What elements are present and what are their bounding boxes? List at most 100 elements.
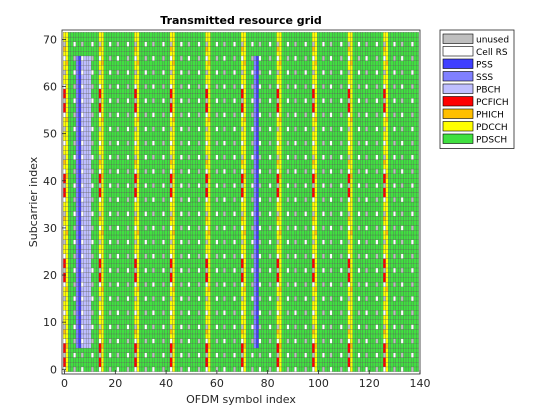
grid-cell-pdcch bbox=[169, 291, 173, 297]
grid-cell-pdsch bbox=[223, 60, 226, 66]
grid-cell-pdsch bbox=[215, 286, 219, 292]
grid-cell-pdcch bbox=[134, 314, 138, 320]
grid-cell-pdsch bbox=[106, 178, 110, 184]
grid-cell-pdsch bbox=[182, 258, 186, 264]
grid-cell-pdsch bbox=[106, 281, 110, 287]
grid-cell-pdcch bbox=[134, 248, 138, 254]
grid-cell-pdsch bbox=[121, 135, 125, 141]
grid-cell-pbch bbox=[83, 117, 87, 123]
grid-cell-phich bbox=[65, 286, 69, 292]
grid-cell-pdsch bbox=[228, 220, 231, 226]
grid-cell-pdcch bbox=[172, 333, 176, 339]
grid-cell-pdsch bbox=[197, 362, 201, 368]
grid-cell-pss bbox=[78, 277, 82, 283]
grid-cell-pdsch bbox=[182, 187, 186, 193]
grid-cell-pdsch bbox=[126, 319, 130, 325]
grid-cell-pdsch bbox=[230, 197, 234, 203]
grid-cell-pdsch bbox=[131, 314, 135, 320]
grid-cell-sss bbox=[75, 197, 79, 203]
grid-cell-pdcch bbox=[205, 131, 209, 137]
grid-cell-pdsch bbox=[131, 366, 135, 372]
grid-cell-pdsch bbox=[223, 107, 226, 113]
grid-cell-pdsch bbox=[106, 239, 110, 245]
grid-cell-pdsch bbox=[152, 234, 155, 240]
grid-cell-pbch bbox=[88, 296, 92, 302]
grid-cell-sss bbox=[75, 173, 79, 179]
grid-cell-pbch bbox=[80, 230, 84, 236]
grid-cell-pdsch bbox=[152, 329, 155, 335]
grid-cell-pdsch bbox=[75, 347, 79, 353]
grid-cell-pdcch bbox=[101, 121, 105, 127]
grid-cell-pdsch bbox=[192, 102, 196, 108]
grid-cell-pdsch bbox=[215, 272, 219, 278]
grid-cell-pdsch bbox=[149, 319, 153, 325]
grid-cell-unused bbox=[73, 310, 77, 316]
grid-cell-pbch bbox=[80, 206, 84, 212]
grid-cell-pdsch bbox=[70, 362, 74, 368]
grid-cell-unused bbox=[116, 69, 120, 75]
grid-cell-pdsch bbox=[154, 173, 158, 179]
grid-cell-pdcch bbox=[207, 211, 211, 217]
grid-cell-pdsch bbox=[131, 135, 135, 141]
grid-cell-pdsch bbox=[68, 253, 72, 259]
grid-cell-cell-rs bbox=[205, 140, 209, 146]
grid-cell-pdsch bbox=[220, 168, 224, 174]
grid-cell-cell-rs bbox=[223, 338, 226, 344]
grid-cell-pdsch bbox=[152, 117, 155, 123]
grid-cell-pdsch bbox=[215, 36, 219, 42]
grid-cell-pdsch bbox=[111, 258, 115, 264]
grid-cell-pdcch bbox=[207, 112, 211, 118]
grid-cell-pdsch bbox=[187, 135, 191, 141]
grid-cell-pdsch bbox=[220, 154, 224, 160]
grid-cell-pdsch bbox=[152, 192, 155, 198]
grid-cell-pdcch bbox=[172, 206, 176, 212]
grid-cell-pdcch bbox=[172, 362, 176, 368]
grid-cell-pdsch bbox=[159, 272, 163, 278]
grid-cell-pdsch bbox=[129, 79, 132, 85]
grid-cell-pdsch bbox=[179, 36, 183, 42]
grid-cell-pdsch bbox=[144, 362, 148, 368]
grid-cell-pdsch bbox=[80, 357, 84, 363]
grid-cell-pdsch bbox=[177, 60, 181, 66]
grid-cell-pdsch bbox=[149, 88, 153, 94]
grid-cell-pdsch bbox=[144, 329, 148, 335]
grid-cell-pdsch bbox=[190, 305, 193, 311]
grid-cell-pdcch bbox=[169, 286, 173, 292]
grid-cell-pbch bbox=[83, 69, 87, 75]
grid-cell-cell-rs bbox=[80, 84, 84, 90]
grid-cell-cell-rs bbox=[215, 239, 219, 245]
grid-cell-pdcch bbox=[134, 286, 138, 292]
grid-cell-cell-rs bbox=[63, 55, 66, 61]
grid-cell-pdsch bbox=[202, 296, 206, 302]
grid-cell-cell-rs bbox=[215, 296, 219, 302]
grid-cell-pdcch bbox=[172, 197, 176, 203]
grid-cell-pdsch bbox=[162, 145, 165, 151]
grid-cell-pdsch bbox=[202, 244, 206, 250]
grid-cell-pdcch bbox=[136, 131, 140, 137]
grid-cell-pdcch bbox=[136, 258, 140, 264]
grid-cell-pdsch bbox=[162, 319, 165, 325]
grid-cell-pdsch bbox=[119, 88, 122, 94]
grid-cell-pdsch bbox=[131, 159, 135, 165]
grid-cell-pdcch bbox=[98, 220, 102, 226]
grid-cell-pdsch bbox=[238, 314, 242, 320]
grid-cell-pdcch bbox=[172, 267, 176, 273]
grid-cell-pdsch bbox=[116, 263, 120, 269]
grid-cell-pdsch bbox=[124, 150, 127, 155]
grid-cell-pbch bbox=[88, 263, 92, 269]
grid-cell-pdsch bbox=[146, 201, 150, 207]
grid-cell-pdsch bbox=[157, 93, 160, 99]
grid-cell-sss bbox=[75, 98, 79, 104]
grid-cell-pdsch bbox=[111, 145, 115, 151]
grid-cell-pdsch bbox=[185, 201, 188, 207]
grid-cell-pdcch bbox=[136, 150, 140, 155]
grid-cell-pdsch bbox=[195, 263, 198, 269]
grid-cell-pdsch bbox=[233, 93, 237, 99]
grid-cell-pdsch bbox=[177, 352, 181, 358]
grid-cell-pdsch bbox=[70, 117, 74, 123]
grid-cell-unused bbox=[169, 296, 173, 302]
grid-cell-pdsch bbox=[103, 98, 107, 104]
grid-cell-pdcch bbox=[136, 333, 140, 339]
grid-cell-pdsch bbox=[116, 230, 120, 236]
grid-cell-pdsch bbox=[164, 46, 168, 52]
